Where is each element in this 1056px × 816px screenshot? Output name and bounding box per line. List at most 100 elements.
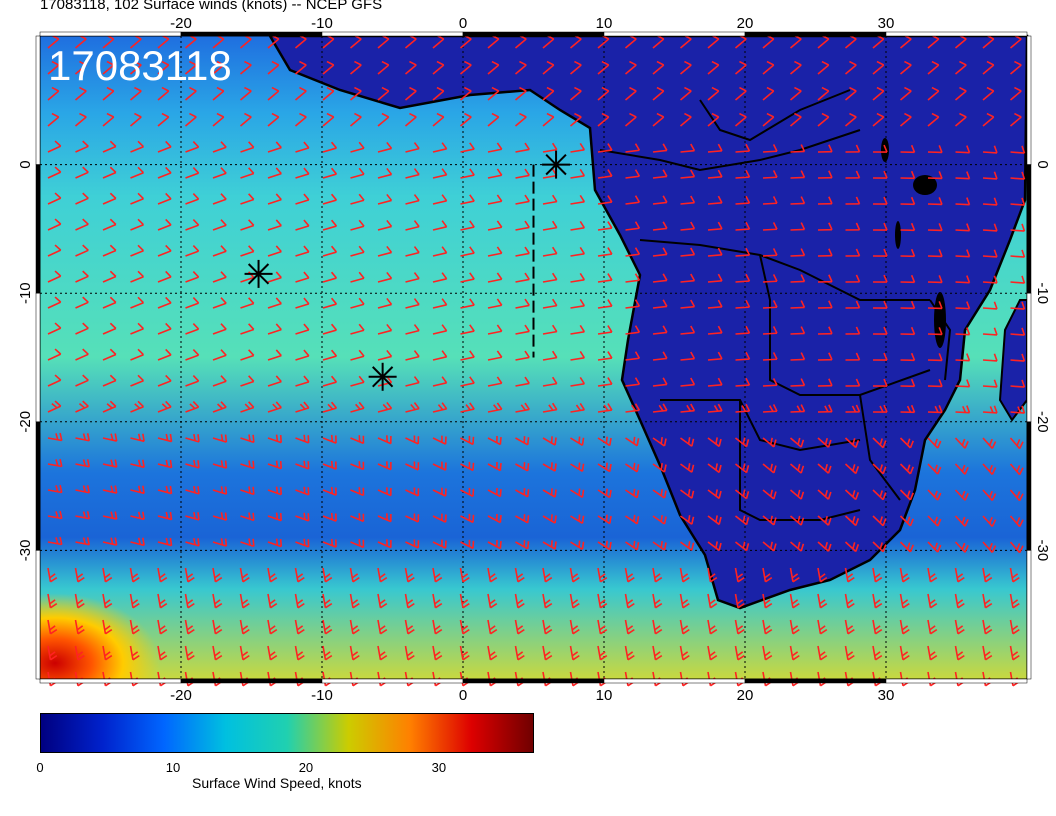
wind-barb	[817, 567, 828, 583]
wind-barb	[955, 171, 971, 180]
wind-barb	[762, 352, 778, 361]
wind-barb	[47, 192, 62, 205]
wind-barb	[899, 60, 912, 75]
wind-barb	[542, 246, 558, 257]
wind-barb	[707, 593, 718, 609]
wind-barb	[267, 297, 282, 309]
wind-barb	[899, 515, 914, 527]
wind-barb	[542, 60, 555, 75]
wind-barb	[597, 351, 613, 361]
wind-barb	[322, 245, 338, 257]
wind-barb	[955, 327, 971, 336]
wind-barb	[487, 402, 503, 413]
wind-barb	[570, 298, 586, 309]
wind-barb	[102, 218, 117, 231]
wind-barb	[569, 567, 580, 583]
wind-barb	[707, 325, 723, 335]
wind-barb	[844, 593, 855, 609]
wind-barb	[707, 195, 723, 205]
wind-barb	[102, 459, 118, 468]
wind-barb	[432, 435, 447, 445]
wind-barb	[487, 168, 503, 179]
wind-barb	[432, 168, 448, 179]
wind-barb	[927, 437, 942, 449]
wind-barb	[185, 167, 200, 179]
wind-barb	[872, 222, 888, 231]
wind-barb	[350, 435, 365, 445]
wind-barb	[872, 489, 887, 501]
wind-barb	[377, 645, 388, 661]
wind-barb	[239, 112, 252, 127]
wind-barb	[955, 223, 971, 232]
wind-barb	[790, 300, 806, 309]
wind-barb	[267, 193, 282, 205]
wind-barb	[102, 645, 113, 661]
wind-barb	[789, 541, 805, 552]
wind-barb	[789, 463, 805, 474]
wind-barb	[157, 459, 173, 469]
wind-barb	[102, 593, 113, 609]
wind-barb	[845, 404, 861, 413]
wind-barb	[74, 60, 87, 75]
wind-barb	[762, 378, 778, 387]
wind-barb	[652, 273, 668, 283]
wind-barb	[157, 511, 173, 521]
wind-barb	[267, 219, 282, 231]
lat-labels-left: 0 -10 -20 -30	[17, 160, 34, 561]
wind-barb	[322, 512, 337, 522]
wind-barb	[899, 86, 912, 101]
wind-barb	[487, 435, 502, 446]
wind-barb	[102, 348, 117, 361]
wind-barb	[542, 436, 557, 446]
wind-barb	[267, 245, 282, 257]
wind-barb	[597, 488, 612, 499]
wind-barb	[927, 645, 938, 661]
wind-barb	[872, 144, 888, 153]
wind-barb	[735, 377, 751, 387]
wind-barb	[377, 60, 390, 75]
wind-barb	[817, 60, 830, 75]
wind-barb	[900, 326, 916, 336]
wind-barb	[762, 274, 778, 283]
wind-barb	[597, 540, 612, 551]
wind-barb	[350, 513, 365, 523]
wind-barb	[542, 567, 553, 583]
wind-barb	[570, 168, 586, 179]
storm-marker	[542, 150, 571, 179]
wind-barb	[845, 248, 861, 257]
wind-barb	[927, 515, 942, 527]
wind-barb	[350, 539, 365, 549]
wind-barb	[487, 142, 503, 153]
wind-barb	[900, 352, 916, 362]
wind-barb	[817, 326, 833, 335]
wind-barb	[294, 112, 307, 127]
wind-barb	[982, 379, 998, 388]
wind-barb	[762, 567, 773, 583]
wind-barb	[570, 142, 586, 153]
wind-barb	[817, 541, 832, 552]
wind-barb	[349, 112, 362, 127]
wind-barb	[157, 192, 172, 205]
wind-barb	[460, 350, 475, 361]
wind-barb	[817, 489, 832, 500]
wind-barb	[679, 593, 690, 609]
wind-barb	[625, 325, 641, 335]
wind-barb	[789, 489, 805, 500]
wind-barb	[240, 349, 255, 361]
wind-barb	[514, 619, 525, 635]
wind-barb	[349, 593, 360, 609]
wind-barb	[900, 170, 916, 180]
wind-barb	[295, 375, 310, 387]
wind-barb	[597, 462, 612, 473]
wind-barb	[844, 515, 860, 527]
wind-barb	[487, 60, 500, 75]
wind-barb	[707, 541, 722, 552]
wind-barb	[460, 220, 475, 231]
wind-barb	[432, 350, 448, 361]
wind-barb	[102, 140, 117, 153]
wind-barb	[735, 195, 751, 205]
wind-barb	[185, 459, 200, 469]
wind-barb	[515, 220, 530, 231]
wind-barb	[1010, 301, 1026, 310]
wind-barb	[240, 219, 255, 231]
